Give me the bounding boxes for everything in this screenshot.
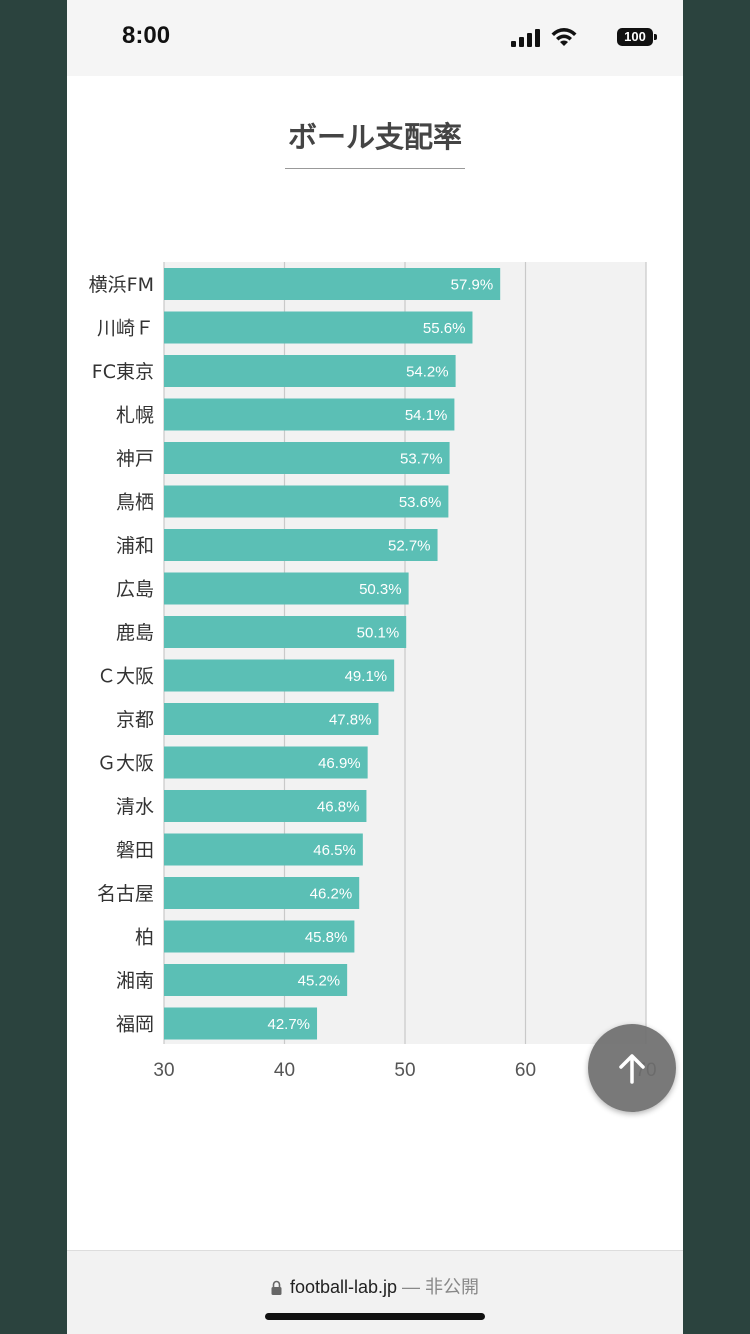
bar-value-label: 54.1%	[405, 407, 448, 424]
wifi-icon	[551, 28, 577, 46]
category-label: 京都	[116, 709, 154, 731]
bar	[164, 485, 449, 518]
bar-value-label: 57.9%	[451, 277, 494, 294]
bar	[164, 398, 455, 431]
lock-icon	[271, 1280, 282, 1295]
category-label: Ｃ大阪	[97, 666, 154, 688]
status-bar: 8:00 100	[67, 0, 683, 76]
bar-value-label: 52.7%	[388, 538, 431, 555]
signal-icon	[511, 29, 540, 47]
bar	[164, 442, 450, 474]
bar-value-label: 53.6%	[399, 494, 442, 511]
bar-value-label: 46.9%	[318, 755, 361, 772]
bar	[164, 1007, 318, 1040]
bar	[164, 659, 395, 692]
category-label: 福岡	[116, 1014, 154, 1036]
category-label: 磐田	[116, 840, 154, 862]
battery-icon: 100	[617, 28, 657, 46]
bar-value-label: 50.1%	[357, 625, 400, 642]
category-label: 名古屋	[97, 883, 154, 905]
bar-value-label: 47.8%	[329, 712, 372, 729]
status-time: 8:00	[122, 22, 171, 49]
category-label: 広島	[116, 579, 154, 601]
category-label: Ｇ大阪	[97, 753, 154, 775]
url-domain: football-lab.jp	[289, 1277, 398, 1297]
category-label: 清水	[116, 796, 154, 818]
title-underline	[285, 168, 465, 169]
bar-value-label: 49.1%	[345, 668, 388, 685]
bar	[164, 268, 501, 300]
url-suffix: — 非公開	[402, 1277, 480, 1297]
category-label: 鳥栖	[116, 492, 154, 514]
url-display[interactable]: football-lab.jp — 非公開	[67, 1273, 683, 1299]
category-label: FC東京	[92, 361, 154, 383]
bar	[164, 355, 456, 387]
bar	[164, 529, 438, 561]
bar	[164, 920, 355, 953]
category-label: 湘南	[116, 970, 154, 992]
bar-value-label: 45.2%	[298, 973, 341, 990]
bar-value-label: 46.5%	[313, 842, 356, 859]
bar-value-label: 53.7%	[400, 451, 443, 468]
bar	[164, 616, 407, 648]
x-tick-label: 50	[394, 1060, 415, 1081]
bar	[164, 311, 473, 344]
status-icons: 100	[493, 26, 657, 48]
category-label: 神戸	[116, 448, 154, 470]
bar-value-label: 46.8%	[317, 799, 360, 816]
bar-value-label: 45.8%	[305, 929, 348, 946]
bar	[164, 572, 409, 605]
x-tick-label: 30	[153, 1060, 174, 1081]
bar-chart: 304050607057.9%横浜FM55.6%川崎Ｆ54.2%FC東京54.1…	[89, 262, 657, 1081]
bar	[164, 964, 348, 996]
phone-screen: 8:00 100 ボール支配率 304050607057.9%横浜FM55.6%…	[67, 0, 683, 1334]
bar-value-label: 55.6%	[423, 320, 466, 337]
bar-value-label: 54.2%	[406, 364, 449, 381]
bar	[164, 833, 363, 866]
category-label: 浦和	[116, 535, 154, 557]
bar-value-label: 46.2%	[310, 886, 353, 903]
category-label: 札幌	[116, 405, 154, 427]
bar	[164, 877, 360, 909]
home-indicator	[265, 1313, 485, 1320]
category-label: 柏	[135, 927, 154, 949]
scroll-to-top-button[interactable]	[588, 1024, 676, 1112]
category-label: 鹿島	[116, 622, 154, 644]
browser-url-bar[interactable]: football-lab.jp — 非公開	[67, 1250, 683, 1334]
bar	[164, 746, 368, 779]
arrow-up-icon	[619, 1054, 645, 1084]
bar-value-label: 42.7%	[267, 1016, 310, 1033]
bar-value-label: 50.3%	[359, 581, 402, 598]
bar	[164, 790, 367, 822]
x-tick-label: 40	[274, 1060, 295, 1081]
category-label: 横浜FM	[89, 274, 154, 296]
bar	[164, 703, 379, 735]
x-tick-label: 60	[515, 1060, 536, 1081]
chart-title: ボール支配率	[287, 120, 462, 154]
category-label: 川崎Ｆ	[97, 318, 154, 340]
